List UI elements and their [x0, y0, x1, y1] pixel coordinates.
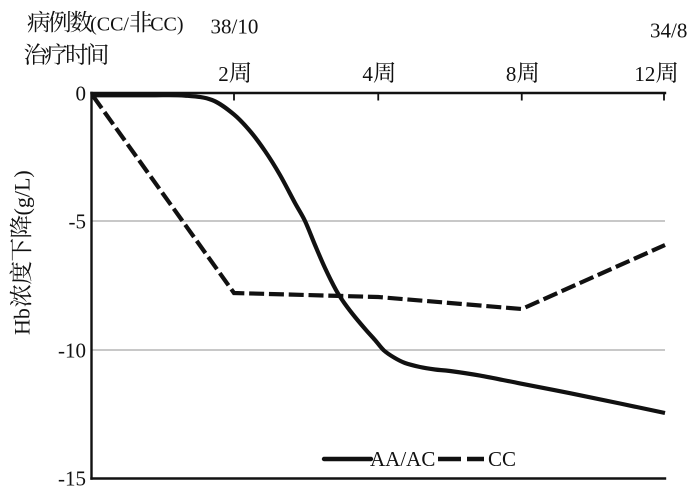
svg-text:AA/AC: AA/AC: [370, 447, 435, 471]
svg-text:-10: -10: [58, 339, 86, 363]
svg-text:4: 4: [362, 62, 373, 86]
svg-text:(CC/: (CC/: [90, 14, 129, 36]
svg-text:CC): CC): [150, 14, 183, 36]
svg-text:-15: -15: [58, 467, 86, 491]
svg-text:2: 2: [218, 62, 229, 86]
svg-text:0: 0: [76, 81, 87, 105]
svg-text:(g/L): (g/L): [10, 170, 35, 215]
svg-text:38/10: 38/10: [211, 15, 259, 39]
svg-text:34/8: 34/8: [650, 19, 687, 43]
svg-text:CC: CC: [488, 447, 516, 471]
svg-text:8: 8: [506, 62, 517, 86]
svg-text:Hb: Hb: [10, 308, 35, 335]
svg-text:12: 12: [634, 62, 655, 86]
svg-text:-5: -5: [69, 210, 87, 234]
